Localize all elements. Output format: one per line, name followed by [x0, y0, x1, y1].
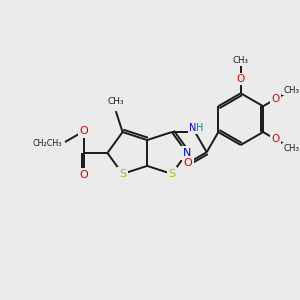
Text: CH₂CH₃: CH₂CH₃ — [32, 140, 62, 148]
Text: CH₃: CH₃ — [283, 144, 299, 153]
Text: O: O — [271, 134, 280, 144]
Text: S: S — [119, 169, 126, 179]
Text: CH₃: CH₃ — [233, 56, 249, 65]
Text: O: O — [183, 158, 192, 168]
Text: N: N — [183, 148, 191, 158]
Text: H: H — [196, 123, 203, 133]
Text: O: O — [80, 126, 88, 136]
Text: O: O — [80, 170, 88, 180]
Text: O: O — [271, 94, 280, 104]
Text: N: N — [189, 123, 196, 133]
Text: O: O — [237, 74, 245, 84]
Text: CH₃: CH₃ — [283, 85, 299, 94]
Text: CH₃: CH₃ — [107, 97, 124, 106]
Text: S: S — [168, 169, 175, 179]
